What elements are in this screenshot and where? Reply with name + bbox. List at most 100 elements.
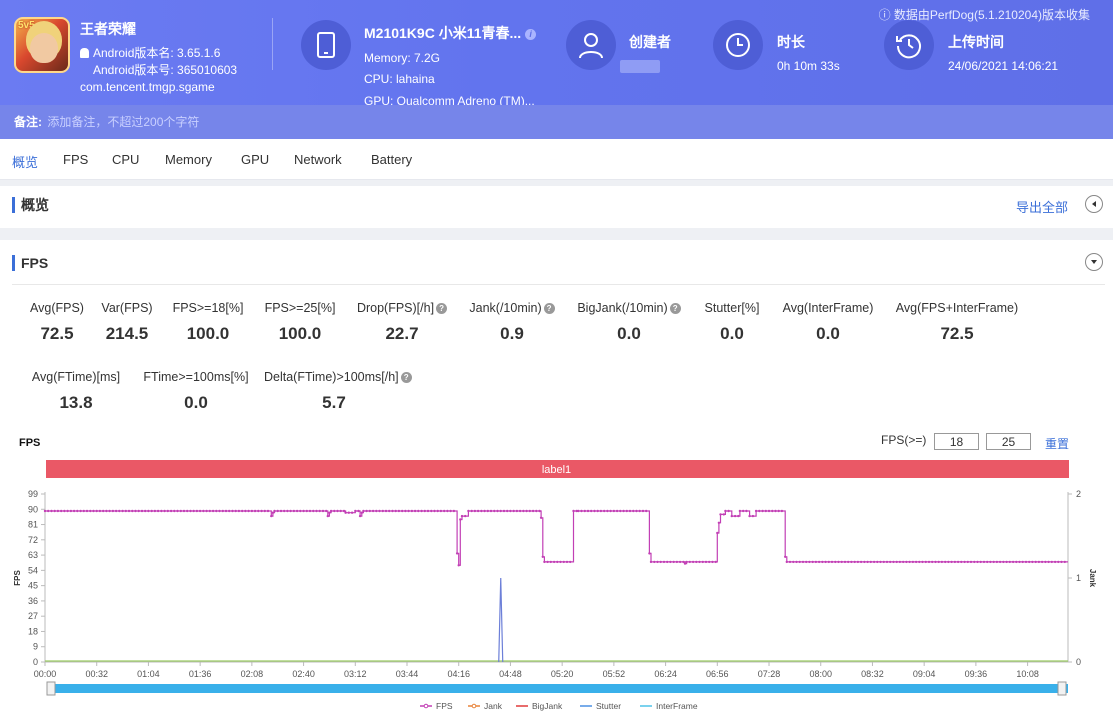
tab-memory[interactable]: Memory <box>165 152 212 167</box>
fps-point <box>153 509 157 513</box>
fps-point <box>998 560 1002 564</box>
legend-label-interframe[interactable]: InterFrame <box>656 701 698 711</box>
fps-collapse-button[interactable] <box>1085 253 1103 271</box>
metric-label-text: Delta(FTime)>100ms[/h] <box>264 370 399 384</box>
legend-label-stutter[interactable]: Stutter <box>596 701 621 711</box>
range-slider-track[interactable] <box>49 684 1068 693</box>
fps-point <box>95 509 98 513</box>
legend-label-bigjank[interactable]: BigJank <box>532 701 563 711</box>
range-slider-left-handle[interactable] <box>46 681 56 696</box>
y-tick-label: 0 <box>33 657 38 667</box>
fps-point <box>43 509 47 513</box>
phone-icon <box>301 20 351 70</box>
help-icon[interactable]: ? <box>436 303 448 314</box>
fps-point <box>118 509 121 513</box>
fps-threshold-1-input[interactable] <box>934 433 979 450</box>
remark-input[interactable]: 添加备注，不超过200个字符 <box>47 115 200 129</box>
fps-point <box>470 509 473 513</box>
source-note-text: 数据由PerfDog(5.1.210204)版本收集 <box>893 8 1090 22</box>
fps-point <box>486 509 489 513</box>
export-all-link[interactable]: 导出全部 <box>1015 200 1068 215</box>
fps-point <box>85 509 89 513</box>
fps-point <box>525 509 528 513</box>
fps-point <box>260 509 263 513</box>
fps-header-divider <box>12 284 1105 285</box>
tab-network[interactable]: Network <box>294 152 342 167</box>
x-tick-label: 02:08 <box>241 669 264 679</box>
app-icon: 5v5 <box>14 17 70 73</box>
metric-metrics_row1-5: Jank(/10min)? 0.9 <box>442 301 582 344</box>
fps-point <box>590 509 593 513</box>
fps-point <box>780 509 784 513</box>
help-icon[interactable]: ? <box>400 372 412 383</box>
reset-button[interactable]: 重置 <box>1045 437 1070 451</box>
help-icon[interactable]: ? <box>543 303 555 314</box>
fps-point <box>609 509 612 513</box>
fps-point <box>417 509 420 513</box>
fps-point <box>619 509 622 513</box>
tab-gpu[interactable]: GPU <box>241 152 270 167</box>
tab-cpu[interactable]: CPU <box>112 152 140 167</box>
fps-point <box>876 560 879 564</box>
fps-point <box>467 509 470 513</box>
y2-tick-label: 1 <box>1076 573 1081 583</box>
fps-point <box>375 509 378 513</box>
fps-point <box>391 509 394 513</box>
fps-point <box>827 560 830 564</box>
label-bar[interactable] <box>46 460 1069 478</box>
metric-value: 0.0 <box>720 324 744 343</box>
fps-point <box>992 560 995 564</box>
fps-point <box>973 560 976 564</box>
fps-point <box>937 560 940 564</box>
y-tick-label: 63 <box>28 550 38 560</box>
legend-marker-fps <box>423 703 429 709</box>
range-slider-right-handle[interactable] <box>1057 681 1067 696</box>
legend-label-fps[interactable]: FPS <box>436 701 453 711</box>
fps-point <box>995 560 999 564</box>
fps-point <box>606 509 609 513</box>
fps-point <box>459 518 462 521</box>
fps-point <box>774 509 777 513</box>
metric-label: FPS>=25[%] <box>230 301 370 315</box>
fps-point <box>898 560 902 564</box>
fps-point <box>947 560 950 564</box>
fps-point <box>847 560 850 564</box>
fps-point <box>321 509 325 513</box>
fps-point <box>950 560 953 564</box>
device-info-icon[interactable]: i <box>525 29 537 40</box>
y-tick-label: 99 <box>28 489 38 499</box>
remark-bar[interactable]: 备注: 添加备注，不超过200个字符 <box>0 105 1113 139</box>
fps-point <box>79 509 82 513</box>
upload-value: 24/06/2021 14:06:21 <box>948 59 1059 73</box>
fps-point <box>866 560 869 564</box>
help-icon[interactable]: ? <box>669 303 681 314</box>
tab-overview[interactable]: 概览 <box>12 155 39 170</box>
fps-point <box>612 509 616 513</box>
chart-title: FPS <box>19 437 41 449</box>
app-version-code: Android版本号: 365010603 <box>93 63 238 77</box>
tab-fps[interactable]: FPS <box>63 152 89 167</box>
fps-point <box>805 560 808 564</box>
fps-point <box>328 511 331 514</box>
metric-metrics_row2-1: FTime>=100ms[%] 0.0 <box>126 370 266 413</box>
fps-point <box>134 509 137 513</box>
metric-label: Stutter[%] <box>662 301 802 315</box>
fps-point <box>308 509 312 513</box>
metric-label: Delta(FTime)>100ms[/h]? <box>264 370 412 384</box>
fps-point <box>69 509 73 513</box>
legend-label-jank[interactable]: Jank <box>484 701 503 711</box>
fps-point <box>944 560 947 564</box>
tab-battery[interactable]: Battery <box>371 152 413 167</box>
fps-point <box>215 509 218 513</box>
fps-threshold-2-input[interactable] <box>986 433 1031 450</box>
fps-point <box>176 509 179 513</box>
app-package: com.tencent.tmgp.sgame <box>80 80 215 94</box>
fps-chart[interactable]: label1 0 9 18 27 36 45 54 63 72 81 90 99 0 1 2 00:00 00:3… <box>0 458 1113 716</box>
fps-point <box>771 509 774 513</box>
fps-point <box>969 560 973 564</box>
fps-point <box>834 560 837 564</box>
fps-point <box>186 509 189 513</box>
overview-collapse-button[interactable] <box>1085 195 1103 213</box>
fps-point <box>493 509 496 513</box>
metric-label: Jank(/10min)? <box>442 301 582 315</box>
